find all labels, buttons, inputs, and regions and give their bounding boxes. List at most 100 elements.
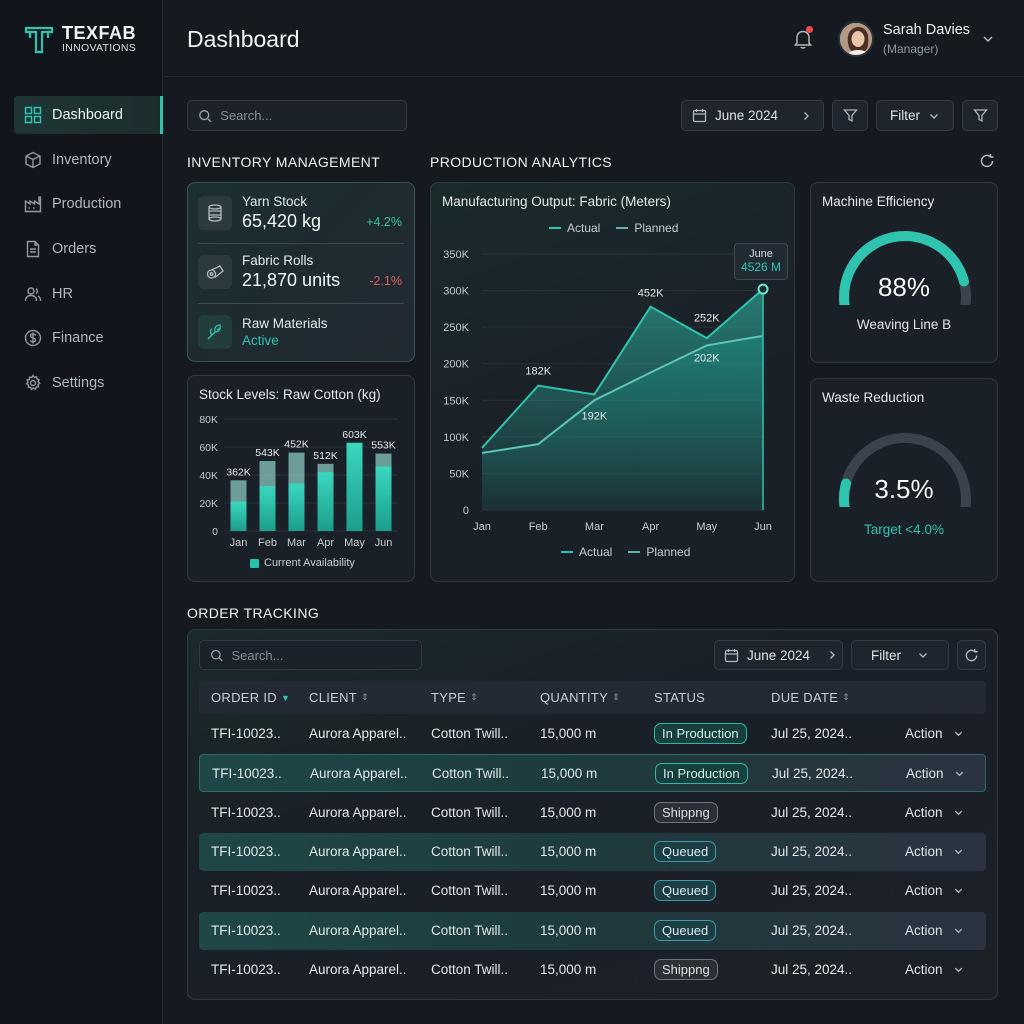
waste-title: Waste Reduction — [822, 390, 925, 405]
legend-swatch — [250, 558, 259, 568]
sort-desc-icon: ▼ — [280, 692, 291, 703]
column-header-quantity[interactable]: QUANTITY ⇕ — [540, 690, 620, 705]
orders-search-input[interactable] — [231, 647, 421, 663]
machine-efficiency-card: Machine Efficiency 88% Weaving Line B — [810, 182, 998, 363]
sidebar-item-orders[interactable]: Orders — [14, 230, 163, 268]
row-action-dropdown[interactable]: Action — [905, 923, 964, 938]
stock-bar-chart: 0 20K 40K 60K 80K 362K Jan 543K Feb 452K Mar 512K Ap… — [199, 414, 398, 549]
table-row[interactable]: TFI-10023.. Aurora Apparel.. Cotton Twill.… — [199, 872, 986, 910]
cell-due: Jul 25, 2024.. — [771, 804, 853, 820]
cell-id: TFI-10023.. — [211, 961, 281, 977]
sidebar-item-production[interactable]: Production — [14, 185, 163, 223]
inventory-item-raw-materials[interactable]: Raw Materials Active — [198, 303, 404, 359]
sidebar-item-finance[interactable]: Finance — [14, 319, 163, 357]
gear-icon — [25, 374, 41, 391]
date-picker-button[interactable]: June 2024 — [681, 100, 824, 131]
efficiency-gauge — [839, 231, 971, 305]
search-input[interactable] — [220, 108, 406, 123]
orders-date-label: June 2024 — [747, 647, 811, 663]
cell-client: Aurora Apparel.. — [309, 961, 407, 977]
cell-qty: 15,000 m — [540, 843, 597, 859]
data-label: 452K — [284, 439, 309, 451]
inventory-delta: -2.1% — [369, 274, 402, 288]
row-action-dropdown[interactable]: Action — [906, 766, 965, 781]
column-label: DUE DATE — [771, 690, 839, 705]
orders-search-box[interactable] — [199, 640, 422, 670]
action-label: Action — [906, 766, 944, 782]
inventory-item-yarn[interactable]: Yarn Stock 65,420 kg +4.2% — [198, 185, 404, 241]
table-row[interactable]: TFI-10023.. Aurora Apparel.. Cotton Twill.… — [199, 832, 986, 871]
bell-icon[interactable] — [793, 28, 813, 50]
bar-current — [317, 472, 334, 531]
x-tick-label: Mar — [585, 521, 604, 533]
refresh-icon[interactable] — [979, 153, 995, 169]
cell-due: Jul 25, 2024.. — [771, 843, 853, 859]
status-badge: In Production — [655, 763, 748, 785]
column-header-client[interactable]: CLIENT ⇕ — [309, 690, 369, 705]
funnel-button-secondary[interactable] — [962, 100, 998, 131]
action-label: Action — [905, 843, 943, 859]
table-row[interactable]: TFI-10023.. Aurora Apparel.. Cotton Twill.… — [199, 754, 986, 793]
cell-qty: 15,000 m — [540, 961, 597, 977]
legend-item-actual: Actual — [561, 545, 612, 559]
avatar[interactable] — [838, 21, 874, 57]
table-row[interactable]: TFI-10023.. Aurora Apparel.. Cotton Twill.… — [199, 911, 986, 950]
user-role: (Manager) — [883, 42, 939, 56]
sidebar-item-settings[interactable]: Settings — [14, 364, 163, 402]
inv-icon-box — [198, 254, 232, 289]
row-action-dropdown[interactable]: Action — [905, 883, 964, 898]
cell-qty: 15,000 m — [540, 804, 597, 820]
sidebar-item-inventory[interactable]: Inventory — [14, 141, 163, 179]
table-row[interactable]: TFI-10023.. Aurora Apparel.. Cotton Twill.… — [199, 794, 986, 832]
production-legend-top: Actual Planned — [549, 221, 678, 235]
box-icon — [25, 151, 41, 168]
cell-client: Aurora Apparel.. — [309, 726, 407, 741]
column-header-order-id[interactable]: ORDER ID ▼ — [211, 690, 290, 705]
row-action-dropdown[interactable]: Action — [905, 962, 964, 977]
funnel-button[interactable] — [832, 100, 868, 131]
brand-logo[interactable]: TEXFAB INNOVATIONS — [24, 24, 136, 54]
efficiency-subtitle: Weaving Line B — [856, 317, 952, 332]
inventory-item-fabric[interactable]: Fabric Rolls 21,870 units -2.1% — [198, 243, 404, 299]
sidebar-item-label: Orders — [52, 241, 97, 258]
x-tick-label: Feb — [529, 521, 548, 533]
row-action-dropdown[interactable]: Action — [905, 844, 964, 859]
row-action-dropdown[interactable]: Action — [905, 726, 964, 741]
column-header-type[interactable]: TYPE ⇕ — [431, 690, 478, 705]
brand-name: TEXFAB — [62, 23, 137, 43]
data-label: 512K — [313, 450, 338, 462]
table-row[interactable]: TFI-10023.. Aurora Apparel.. Cotton Twill.… — [199, 715, 986, 753]
user-avatar-icon — [840, 23, 872, 55]
action-label: Action — [905, 883, 943, 899]
row-action-dropdown[interactable]: Action — [905, 805, 964, 820]
sidebar-item-label: Settings — [52, 375, 105, 392]
bar-current — [230, 501, 247, 531]
inv-icon-box — [198, 314, 232, 349]
table-row[interactable]: TFI-10023.. Aurora Apparel.. Cotton Twill.… — [199, 951, 986, 989]
sidebar-item-hr[interactable]: HR — [14, 275, 163, 313]
chevron-down-icon[interactable] — [981, 32, 995, 46]
sidebar-item-dashboard[interactable]: Dashboard — [14, 96, 163, 134]
orders-refresh-button[interactable] — [957, 640, 986, 670]
orders-filter-dropdown[interactable]: Filter — [851, 640, 949, 670]
column-label: QUANTITY — [540, 690, 609, 705]
action-label: Action — [905, 961, 943, 977]
bar-current — [259, 486, 276, 531]
legend-label: Planned — [634, 221, 679, 235]
inventory-label: Raw Materials — [242, 315, 328, 331]
filter-dropdown[interactable]: Filter — [876, 100, 954, 131]
column-header-due-date[interactable]: DUE DATE ⇕ — [771, 690, 850, 705]
production-area-chart: 0 50K 100K 150K 200K 250K 300K 350K Jan Feb Mar Apr… — [443, 249, 772, 533]
orders-date-picker[interactable]: June 2024 — [714, 640, 843, 670]
cell-type: Cotton Twill.. — [432, 766, 510, 782]
action-label: Action — [905, 922, 943, 938]
sort-icon: ⇕ — [842, 692, 851, 702]
column-header-status[interactable]: STATUS — [654, 690, 705, 705]
y-tick-label: 80K — [199, 414, 218, 426]
production-section-title: PRODUCTION ANALYTICS — [430, 154, 612, 170]
search-box[interactable] — [187, 100, 407, 131]
hover-point — [757, 283, 769, 295]
cell-due: Jul 25, 2024.. — [771, 922, 853, 938]
data-label: 543K — [255, 447, 280, 459]
efficiency-title: Machine Efficiency — [822, 194, 935, 209]
